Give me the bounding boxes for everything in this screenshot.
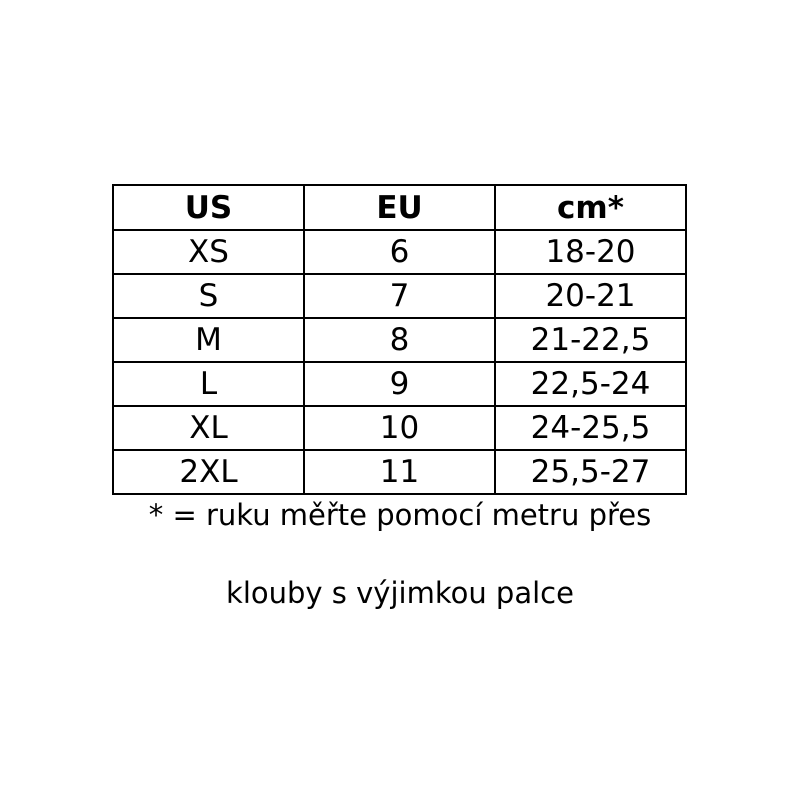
table-row: L 9 22,5-24 [112, 361, 687, 407]
size-chart-table: US EU cm* XS 6 18-20 S 7 20-21 M 8 21-22,5 L 9 22,5… [112, 184, 687, 495]
header-row: US EU cm* [112, 184, 687, 231]
table-row: XL 10 24-25,5 [112, 405, 687, 451]
cell-eu: 6 [303, 229, 496, 275]
cell-us: S [112, 273, 305, 319]
cell-cm: 25,5-27 [494, 449, 687, 495]
cell-cm: 20-21 [494, 273, 687, 319]
cell-cm: 21-22,5 [494, 317, 687, 363]
cell-us: M [112, 317, 305, 363]
cell-us: XS [112, 229, 305, 275]
cell-us: 2XL [112, 449, 305, 495]
cell-eu: 7 [303, 273, 496, 319]
cell-eu: 8 [303, 317, 496, 363]
cell-eu: 9 [303, 361, 496, 407]
cell-us: L [112, 361, 305, 407]
cell-cm: 18-20 [494, 229, 687, 275]
cell-eu: 10 [303, 405, 496, 451]
header-eu: EU [303, 184, 496, 231]
table-row: M 8 21-22,5 [112, 317, 687, 363]
footnote-line-1: * = ruku měřte pomocí metru přes [148, 498, 652, 532]
footnote-line-2: klouby s výjimkou palce [226, 576, 574, 610]
table-row: XS 6 18-20 [112, 229, 687, 275]
cell-cm: 22,5-24 [494, 361, 687, 407]
table-row: S 7 20-21 [112, 273, 687, 319]
header-us: US [112, 184, 305, 231]
cell-us: XL [112, 405, 305, 451]
cell-cm: 24-25,5 [494, 405, 687, 451]
table-row: 2XL 11 25,5-27 [112, 449, 687, 495]
header-cm: cm* [494, 184, 687, 231]
cell-eu: 11 [303, 449, 496, 495]
